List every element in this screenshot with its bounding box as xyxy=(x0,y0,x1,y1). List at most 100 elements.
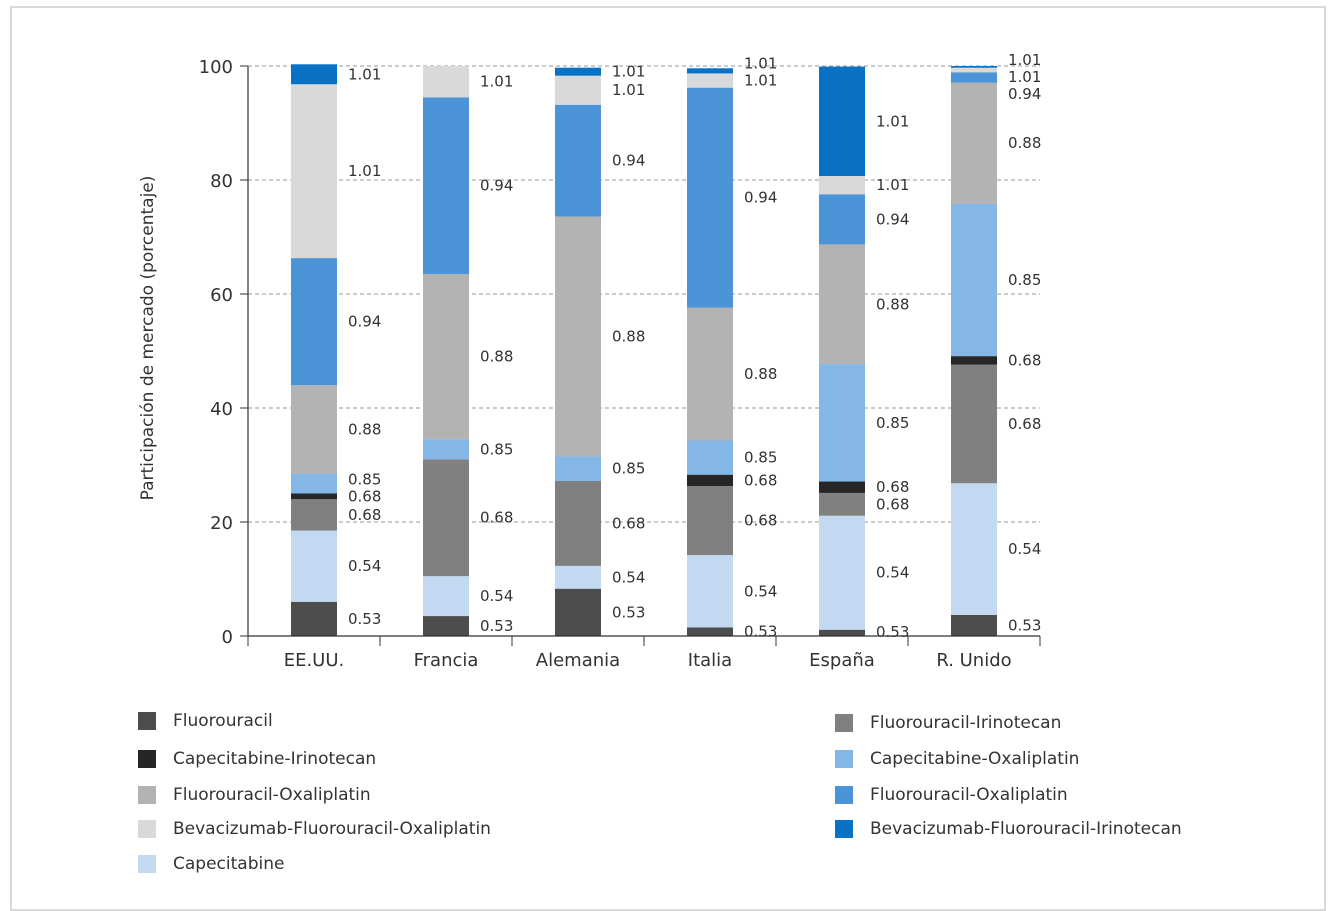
y-tick-label: 100 xyxy=(199,57,233,78)
bar-segment xyxy=(687,308,733,441)
segment-value-label: 0.54 xyxy=(876,564,909,582)
bar-segment xyxy=(951,72,997,82)
bar-segment xyxy=(819,493,865,516)
bar-segment xyxy=(291,84,337,258)
segment-value-label: 0.85 xyxy=(876,414,909,432)
y-axis-label: Participación de mercado (porcentaje) xyxy=(138,176,158,501)
gridlines xyxy=(248,66,1040,522)
x-tick-label: Alemania xyxy=(536,650,620,671)
bar-segment xyxy=(291,499,337,530)
bar-segment xyxy=(687,475,733,486)
y-tick-label: 40 xyxy=(210,399,233,420)
bar-segment xyxy=(423,616,469,636)
bar-segment xyxy=(291,531,337,602)
x-tick-label: España xyxy=(809,650,875,671)
segment-value-label: 1.01 xyxy=(348,65,381,83)
bar-segment xyxy=(819,176,865,194)
bar-segment xyxy=(951,365,997,484)
segment-value-label: 0.88 xyxy=(744,365,777,383)
segment-value-label: 0.88 xyxy=(1008,134,1041,152)
segment-value-label: 0.53 xyxy=(876,623,909,641)
bar-segment xyxy=(555,76,601,105)
segment-value-label: 1.01 xyxy=(612,81,645,99)
bar-segment xyxy=(555,216,601,456)
segment-value-label: 0.68 xyxy=(480,509,513,527)
bar-segment xyxy=(291,258,337,385)
segment-value-label: 0.53 xyxy=(480,617,513,635)
bar-segment xyxy=(555,589,601,636)
bar-segment xyxy=(951,66,997,68)
segment-value-label: 0.68 xyxy=(612,514,645,532)
segment-value-label: 0.54 xyxy=(612,568,645,586)
bar-segment xyxy=(951,83,997,204)
segment-value-label: 1.01 xyxy=(480,73,513,91)
bar-segment xyxy=(819,364,865,481)
segment-value-label: 0.54 xyxy=(1008,540,1041,558)
segment-value-label: 1.01 xyxy=(876,112,909,130)
bar-segment xyxy=(291,474,337,494)
segment-value-label: 0.53 xyxy=(1008,616,1041,634)
segment-value-label: 1.01 xyxy=(612,63,645,81)
bar-segment xyxy=(951,483,997,615)
segment-value-label: 1.01 xyxy=(744,72,777,90)
bar-segment xyxy=(423,97,469,274)
segment-value-label: 0.53 xyxy=(612,603,645,621)
bar-segment xyxy=(819,244,865,364)
bar-segment xyxy=(291,602,337,636)
segment-value-label: 0.68 xyxy=(348,487,381,505)
bar-segment xyxy=(555,105,601,217)
segment-value-label: 0.68 xyxy=(1008,415,1041,433)
bar-segment xyxy=(423,274,469,439)
segment-value-label: 1.01 xyxy=(876,176,909,194)
segment-value-label: 0.68 xyxy=(876,495,909,513)
bar-segment xyxy=(687,73,733,87)
bar-segment xyxy=(555,68,601,76)
x-tick-label: Italia xyxy=(688,650,732,671)
segment-value-label: 1.01 xyxy=(348,162,381,180)
bar-segment xyxy=(687,486,733,555)
segment-value-label: 0.68 xyxy=(744,512,777,530)
bar-segment xyxy=(423,576,469,616)
bar-segment xyxy=(819,194,865,244)
bar-segment xyxy=(687,627,733,636)
bar-segment xyxy=(687,555,733,627)
bar-segment xyxy=(951,68,997,73)
bar-segment xyxy=(687,440,733,474)
x-tick-label: EE.UU. xyxy=(284,650,345,671)
bar-segment xyxy=(819,482,865,493)
bar-segment xyxy=(291,385,337,473)
y-tick-label: 60 xyxy=(210,285,233,306)
bar-segment xyxy=(423,459,469,576)
y-tick-label: 20 xyxy=(210,513,233,534)
segment-value-label: 0.53 xyxy=(744,623,777,641)
bar-segments xyxy=(291,64,997,636)
y-tick-label: 80 xyxy=(210,171,233,192)
bar-segment xyxy=(687,88,733,308)
bar-segment xyxy=(423,66,469,97)
segment-value-label: 0.54 xyxy=(744,582,777,600)
segment-value-label: 0.88 xyxy=(612,327,645,345)
bar-segment xyxy=(423,439,469,459)
segment-value-label: 0.94 xyxy=(744,189,777,207)
bar-segment xyxy=(291,494,337,500)
segment-value-label: 1.01 xyxy=(744,55,777,73)
segment-value-label: 0.94 xyxy=(348,313,381,331)
bar-segment xyxy=(951,615,997,636)
bar-segment xyxy=(555,566,601,589)
x-tick-label: Francia xyxy=(414,650,479,671)
bar-segment xyxy=(687,68,733,73)
segment-value-label: 0.94 xyxy=(480,177,513,195)
segment-value-label: 1.01 xyxy=(1008,68,1041,86)
bar-segment xyxy=(555,456,601,481)
segment-value-label: 0.85 xyxy=(744,449,777,467)
segment-value-label: 0.53 xyxy=(348,610,381,628)
segment-value-label: 1.01 xyxy=(1008,51,1041,69)
bar-segment xyxy=(291,64,337,84)
bar-segment xyxy=(951,356,997,365)
x-tick-label: R. Unido xyxy=(936,650,1011,671)
segment-value-label: 0.94 xyxy=(612,152,645,170)
segment-value-label: 0.94 xyxy=(876,210,909,228)
segment-value-label: 0.54 xyxy=(348,557,381,575)
segment-value-label: 0.68 xyxy=(1008,351,1041,369)
